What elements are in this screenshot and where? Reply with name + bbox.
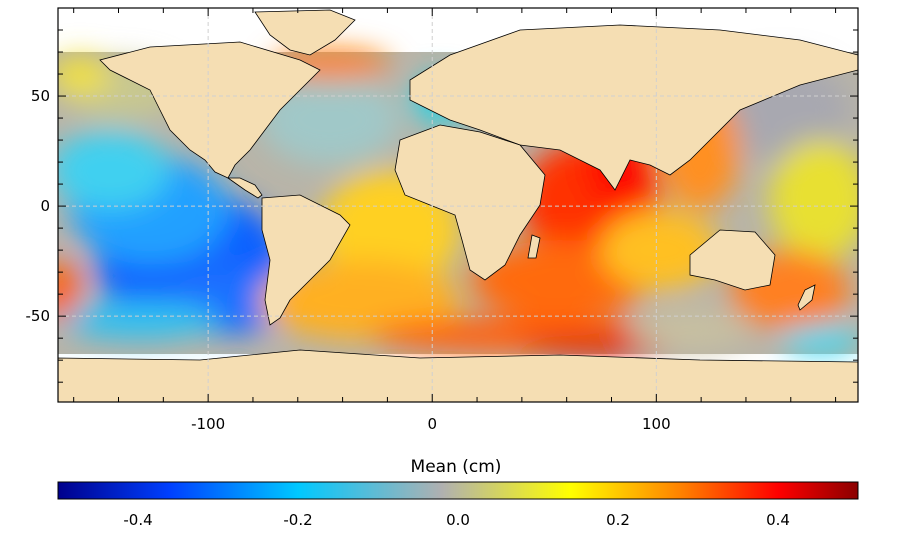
colorbar-tick-label: -0.2 — [283, 511, 312, 529]
australia — [689, 229, 776, 291]
y-tick-label: 50 — [31, 87, 50, 105]
colorbar-tick-label: 0.0 — [446, 511, 470, 529]
south-america — [261, 194, 351, 326]
colorbar-tick-labels: -0.4 -0.2 0.0 0.2 0.4 — [123, 511, 790, 529]
grid-lines — [58, 8, 858, 402]
eurasia — [409, 24, 858, 191]
colorbar-tick-label: 0.2 — [606, 511, 630, 529]
x-tick-label: -100 — [191, 415, 225, 433]
greenland — [254, 9, 356, 56]
colorbar: Mean (cm) -0.4 -0.2 0.0 0.2 0.4 — [57, 457, 859, 529]
colorbar-frame — [57, 481, 859, 500]
y-tick-label: -50 — [26, 307, 51, 325]
colorbar-tick-label: -0.4 — [123, 511, 152, 529]
colorbar-title: Mean (cm) — [411, 457, 502, 477]
madagascar — [527, 234, 541, 259]
x-tick-label: 0 — [427, 415, 437, 433]
north-america — [99, 41, 321, 179]
map-frame — [57, 7, 859, 403]
colorbar-gradient — [58, 482, 858, 499]
antarctica — [58, 349, 858, 402]
ocean-field — [58, 9, 858, 402]
new-zealand — [797, 284, 816, 311]
axis-labels: -100 0 100 50 0 -50 — [26, 87, 671, 433]
y-tick-label: 0 — [40, 197, 50, 215]
map-area: -100 0 100 50 0 -50 — [26, 7, 859, 433]
x-tick-label: 100 — [642, 415, 671, 433]
land-masses — [58, 9, 858, 402]
axis-ticks — [58, 8, 858, 402]
colorbar-tick-label: 0.4 — [766, 511, 790, 529]
central-america — [226, 177, 263, 199]
